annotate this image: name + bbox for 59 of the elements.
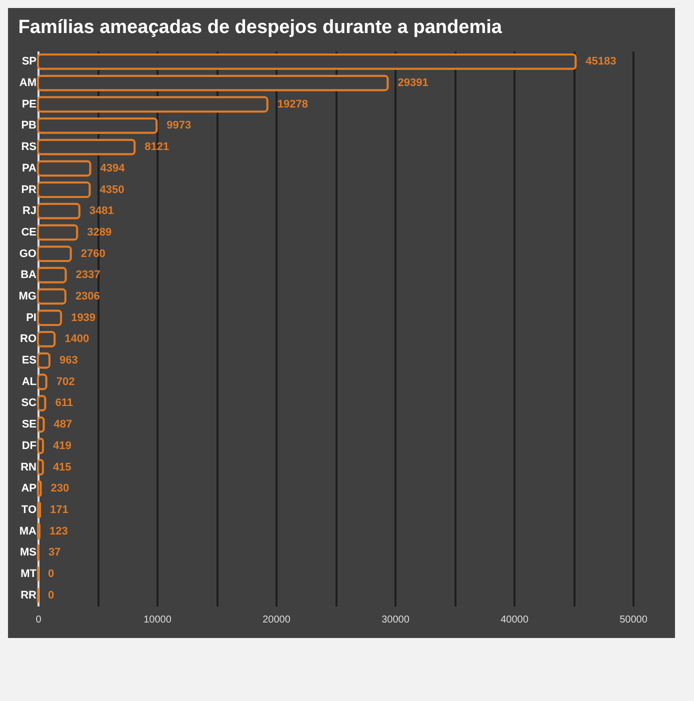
- y-tick-label: ES: [22, 354, 36, 367]
- data-label: 4394: [100, 162, 126, 174]
- y-tick-label: AP: [21, 482, 36, 495]
- y-tick-label: SP: [22, 56, 36, 68]
- data-label: 0: [48, 568, 54, 580]
- data-label: 702: [56, 376, 75, 388]
- data-label: 415: [52, 461, 72, 474]
- data-label: 37: [48, 546, 61, 559]
- y-tick-label: GO: [19, 248, 37, 260]
- data-label: 963: [59, 354, 78, 367]
- y-tick-label: MT: [20, 568, 37, 580]
- y-tick-label: PI: [26, 312, 36, 324]
- x-tick-label: 10000: [144, 614, 172, 626]
- y-tick-label: RS: [21, 141, 36, 154]
- data-label: 4350: [100, 184, 124, 196]
- y-tick-label: MG: [18, 290, 36, 302]
- data-label: 29391: [398, 77, 428, 90]
- x-tick-label: 40000: [500, 614, 529, 626]
- y-tick-label: RJ: [22, 205, 36, 218]
- y-tick-label: CE: [21, 226, 36, 238]
- data-label: 2306: [75, 290, 100, 302]
- data-label: 230: [50, 482, 70, 495]
- x-tick-label: 0: [36, 614, 42, 626]
- y-tick-label: SC: [21, 397, 37, 410]
- y-tick-label: TO: [21, 504, 37, 516]
- data-label: 3289: [87, 226, 112, 238]
- data-label: 611: [55, 397, 74, 410]
- data-label: 8121: [144, 141, 170, 154]
- data-label: 1939: [71, 312, 96, 324]
- x-tick-label: 20000: [262, 614, 291, 626]
- data-label: 123: [49, 525, 68, 538]
- data-label: 1400: [64, 333, 90, 346]
- y-tick-label: RN: [20, 461, 37, 474]
- x-tick-label: 50000: [620, 614, 648, 626]
- data-label: 2337: [76, 269, 100, 282]
- y-tick-label: AM: [19, 77, 36, 90]
- y-tick-label: AL: [22, 376, 37, 388]
- data-label: 9973: [166, 120, 192, 132]
- data-label: 45183: [586, 56, 616, 68]
- x-tick-label: 30000: [382, 614, 410, 626]
- data-label: 0: [48, 589, 54, 602]
- y-tick-label: PE: [22, 98, 36, 110]
- y-tick-label: BA: [20, 269, 37, 282]
- y-tick-label: MA: [19, 525, 37, 538]
- data-label: 171: [50, 504, 68, 516]
- y-tick-label: SE: [22, 418, 36, 431]
- y-tick-label: PA: [22, 162, 37, 174]
- data-label: 419: [52, 440, 72, 452]
- data-label: 487: [54, 418, 72, 431]
- data-label: 2760: [80, 248, 106, 260]
- y-tick-label: DF: [22, 440, 37, 452]
- chart-title: Famílias ameaçadas de despejos durante a pandemia: [18, 17, 502, 38]
- y-tick-label: MS: [20, 546, 36, 559]
- y-tick-label: PB: [21, 120, 37, 132]
- y-tick-label: RR: [20, 589, 37, 602]
- data-label: 19278: [277, 98, 308, 110]
- y-tick-label: PR: [21, 184, 37, 196]
- data-label: 3481: [89, 205, 114, 218]
- y-tick-label: RO: [20, 333, 37, 346]
